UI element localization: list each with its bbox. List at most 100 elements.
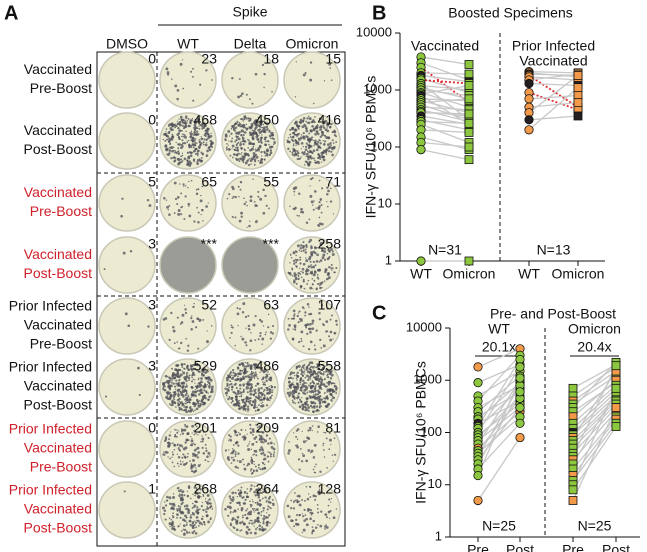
spot <box>182 496 184 498</box>
spot <box>301 340 303 342</box>
spot <box>295 436 297 438</box>
spot <box>267 140 269 142</box>
spot <box>295 265 296 266</box>
data-point <box>474 496 482 504</box>
spot <box>177 196 180 199</box>
spot <box>298 275 300 277</box>
spot <box>246 526 249 529</box>
spot <box>308 328 310 330</box>
spot <box>177 213 180 216</box>
spot <box>273 141 276 144</box>
spot <box>180 506 182 508</box>
spot <box>193 160 194 161</box>
spot <box>310 509 312 511</box>
spot <box>259 499 261 501</box>
spot <box>204 459 206 461</box>
spot <box>228 386 230 388</box>
spot <box>308 116 310 118</box>
spot <box>172 443 173 444</box>
spot <box>314 252 316 254</box>
spot <box>319 142 321 144</box>
spot <box>244 402 247 405</box>
spot <box>335 387 338 390</box>
spot <box>312 366 315 369</box>
spot <box>309 517 312 520</box>
spot <box>239 220 242 223</box>
spot <box>240 489 242 491</box>
spot <box>232 448 233 449</box>
spot <box>196 387 198 389</box>
spot <box>295 139 296 140</box>
spot <box>264 439 267 442</box>
y-tick-label: 1000 <box>413 372 442 387</box>
spot <box>268 374 269 375</box>
spot <box>319 287 321 289</box>
data-point <box>516 388 524 396</box>
spot <box>197 390 199 392</box>
spot <box>253 525 254 526</box>
spot <box>312 266 315 269</box>
spot <box>197 188 199 190</box>
spot <box>310 129 313 132</box>
spot <box>253 521 255 523</box>
spot <box>257 129 260 132</box>
spot <box>194 383 195 384</box>
spot <box>305 251 307 253</box>
spot <box>173 396 175 398</box>
spot <box>230 453 231 454</box>
spot <box>262 448 263 449</box>
spot <box>302 515 304 517</box>
spot <box>171 382 173 384</box>
spot <box>243 368 245 370</box>
spot <box>319 385 321 387</box>
spot <box>293 386 296 389</box>
spot <box>314 139 317 142</box>
spot <box>232 391 234 393</box>
spot <box>200 377 203 380</box>
spot <box>192 395 193 396</box>
spot <box>301 286 302 287</box>
spot <box>169 522 172 525</box>
spot <box>319 378 322 381</box>
spot <box>181 530 183 532</box>
spot <box>250 163 252 165</box>
spot <box>232 369 234 371</box>
spot <box>295 259 296 260</box>
spot <box>194 394 197 397</box>
spot <box>287 388 288 389</box>
spot <box>234 379 237 382</box>
spot <box>249 221 250 222</box>
spot <box>178 447 180 449</box>
spot <box>231 148 232 149</box>
spot <box>318 201 320 203</box>
spot <box>236 520 239 523</box>
spot <box>274 386 276 388</box>
spot <box>259 439 261 441</box>
spot <box>192 507 194 509</box>
spot <box>228 193 230 195</box>
spot <box>292 275 293 276</box>
spot <box>310 264 312 266</box>
spot <box>246 94 248 96</box>
spot <box>239 364 241 366</box>
spot <box>253 470 255 472</box>
spot <box>261 526 263 528</box>
spot <box>180 156 182 158</box>
data-point <box>474 378 482 386</box>
spot <box>266 380 267 381</box>
spot <box>246 400 248 402</box>
spot <box>201 214 202 215</box>
spot <box>205 447 207 449</box>
spot <box>190 436 191 437</box>
spot <box>178 495 180 497</box>
spot <box>257 389 260 392</box>
spot <box>291 257 293 259</box>
data-point <box>525 126 533 134</box>
spot <box>180 523 181 524</box>
spot <box>240 395 242 397</box>
spot <box>202 220 204 222</box>
spot <box>246 397 248 399</box>
spot <box>270 442 273 445</box>
spot <box>269 507 270 508</box>
spot <box>199 142 201 144</box>
